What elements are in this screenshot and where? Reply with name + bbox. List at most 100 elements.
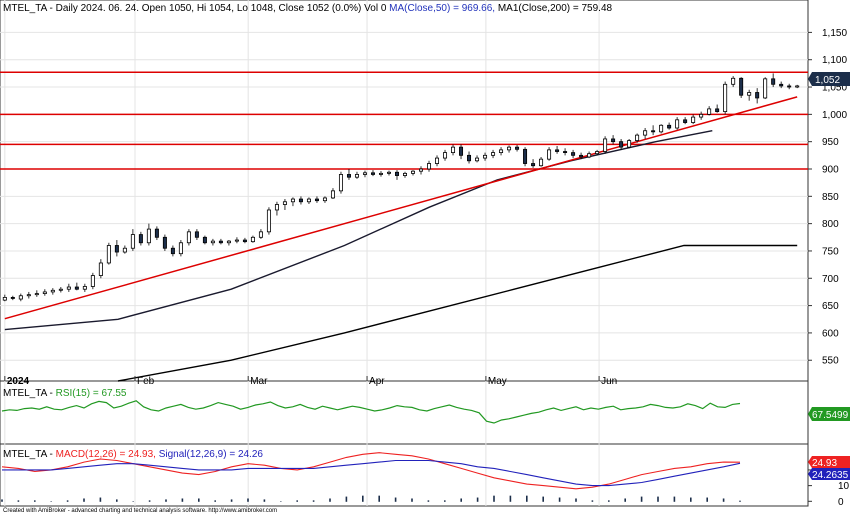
candle (539, 156, 544, 167)
candle (74, 282, 79, 291)
candle (779, 81, 784, 89)
macd-histogram-bar (739, 500, 741, 502)
candle (202, 235, 207, 245)
macd-histogram-bar (17, 500, 20, 502)
macd-histogram-bar (132, 501, 134, 502)
candle (435, 155, 440, 167)
macd-line (1, 452, 741, 490)
candle (170, 245, 175, 257)
candle (210, 238, 215, 246)
macd-tick-label: 10 (838, 481, 850, 492)
svg-text:24.93: 24.93 (812, 458, 837, 469)
macd-histogram-bar (214, 500, 216, 502)
horizontal-levels (0, 71, 808, 170)
candle (467, 151, 472, 164)
macd-histogram-bar (263, 499, 266, 502)
date-tick-label: Jun (601, 376, 617, 387)
candle (106, 242, 111, 265)
candle (306, 197, 311, 204)
macd-histogram-bar (378, 495, 380, 502)
candle (114, 240, 119, 257)
macd-histogram-bar (673, 496, 676, 502)
candle (667, 122, 672, 130)
macd-histogram (1, 495, 741, 502)
date-tick-label: Mar (250, 376, 268, 387)
candle (138, 231, 143, 246)
price-tick-label: 1,000 (822, 110, 847, 121)
macd-histogram-bar (66, 500, 69, 502)
macd-histogram-bar (722, 498, 725, 502)
candle (218, 238, 223, 245)
candle (378, 171, 383, 177)
candle (298, 196, 303, 205)
price-tick-label: 600 (822, 328, 839, 339)
macd-histogram-bar (542, 496, 544, 502)
price-title: MTEL_TA - Daily 2024. 06. 24. Open 1050,… (3, 3, 613, 14)
candle (675, 117, 680, 130)
candle (555, 146, 560, 154)
price-tick-label: 1,150 (822, 28, 847, 39)
candle (98, 259, 103, 279)
candle (250, 235, 255, 243)
candle (723, 81, 728, 115)
macd-histogram-bar (526, 495, 528, 502)
macd-histogram-bar (575, 498, 577, 502)
candle (274, 201, 279, 216)
macd-lines-group (1, 452, 741, 490)
macd-histogram-bar (230, 499, 233, 502)
macd-histogram-bar (165, 499, 167, 502)
candle (651, 125, 656, 136)
macd-histogram-bar (476, 497, 479, 502)
candle (427, 160, 432, 172)
candle (595, 149, 600, 156)
candle (82, 283, 87, 292)
date-tick-label: May (488, 376, 507, 387)
candle (707, 106, 712, 116)
price-tick-label: 1,100 (822, 55, 847, 66)
candle (627, 138, 632, 149)
candle (771, 73, 776, 88)
candle (483, 152, 488, 161)
candle (515, 144, 520, 152)
candle (547, 147, 552, 161)
svg-text:1,052: 1,052 (815, 75, 840, 86)
price-panel[interactable] (0, 0, 809, 382)
macd-histogram-bar (591, 500, 594, 502)
candle (411, 170, 416, 176)
date-tick-label: 2024 (7, 376, 30, 387)
macd-histogram-bar (1, 499, 3, 502)
date-tick-label: Feb (137, 376, 155, 387)
candle (443, 149, 448, 161)
macd-histogram-bar (690, 497, 692, 502)
macd-histogram-bar (362, 495, 364, 502)
candle (370, 170, 375, 177)
date-tick-label: Apr (369, 376, 385, 387)
macd-histogram-bar (493, 495, 495, 502)
candle (146, 223, 151, 246)
macd-histogram-bar (509, 495, 512, 502)
macd-histogram-bar (706, 497, 708, 502)
candle (787, 83, 792, 90)
price-tick-label: 950 (822, 137, 839, 148)
candle (579, 152, 584, 160)
macd-histogram-bar (312, 500, 315, 502)
candle (699, 111, 704, 120)
macd-badge: 24.93 (808, 456, 850, 469)
candle (234, 237, 239, 244)
candle (258, 229, 263, 239)
ma50-line (4, 130, 713, 331)
macd-histogram-bar (198, 498, 200, 502)
candle (266, 207, 271, 235)
price-tick-label: 750 (822, 246, 839, 257)
candle (635, 133, 640, 143)
signal-badge: 24.2635 (808, 468, 850, 481)
macd-histogram-bar (181, 498, 184, 502)
macd-histogram-bar (345, 496, 348, 502)
macd-histogram-bar (558, 497, 561, 502)
candle (499, 147, 504, 156)
candle (2, 294, 7, 302)
macd-histogram-bar (394, 497, 397, 502)
candle (386, 170, 391, 176)
candle (763, 77, 768, 100)
